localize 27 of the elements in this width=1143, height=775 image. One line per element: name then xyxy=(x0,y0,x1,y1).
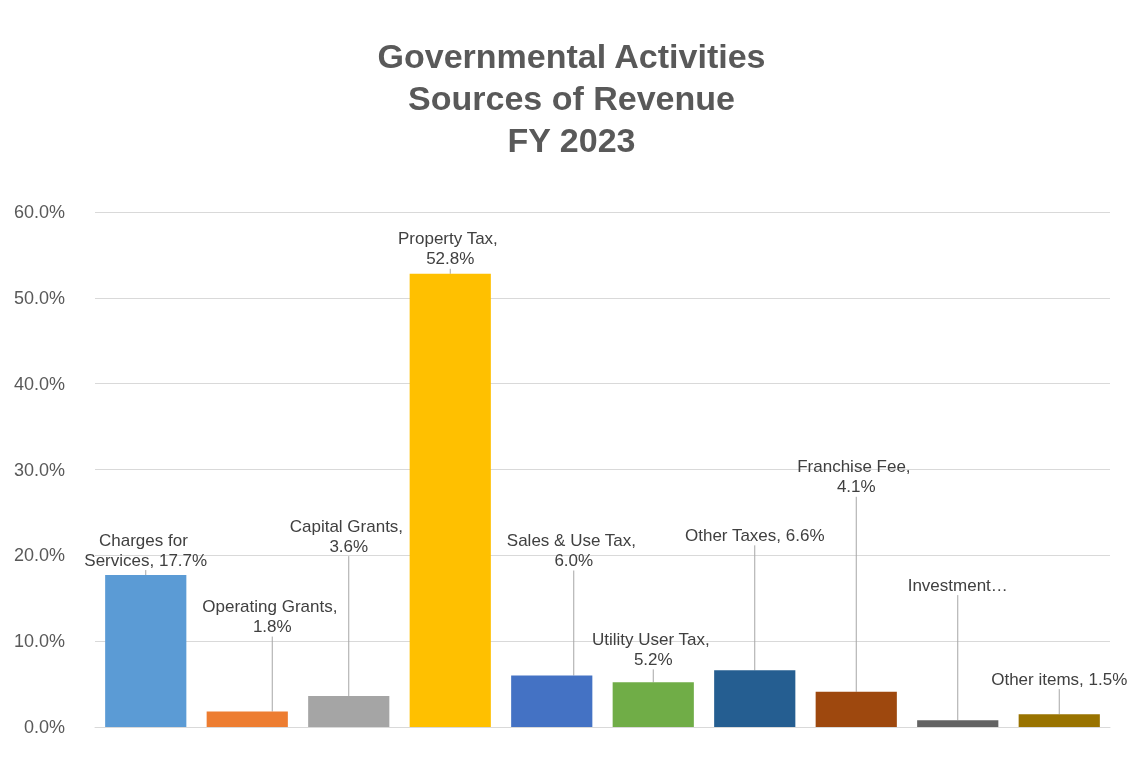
bar xyxy=(714,670,796,727)
bar xyxy=(206,711,288,727)
data-label: Operating Grants, 1.8% xyxy=(202,597,343,637)
data-label: Utility User Tax, 5.2% xyxy=(592,629,715,669)
bar xyxy=(1018,714,1100,727)
bar xyxy=(511,675,593,727)
y-tick-label: 50.0% xyxy=(13,287,65,308)
chart-title: Governmental Activities Sources of Revenue FY 2023 xyxy=(377,37,766,159)
data-label: Other items, 1.5% xyxy=(991,669,1128,689)
data-label: Charges for Services, 17.7% xyxy=(84,530,208,570)
y-tick-label: 30.0% xyxy=(13,459,65,480)
y-tick-label: 20.0% xyxy=(13,545,65,566)
bar xyxy=(409,273,491,727)
y-tick-label: 60.0% xyxy=(13,202,65,222)
data-label: Sales & Use Tax, 6.0% xyxy=(506,531,641,570)
data-label: Franchise Fee, 4.1% xyxy=(797,457,916,497)
bar xyxy=(105,575,187,727)
data-label: Other Taxes, 6.6% xyxy=(684,525,825,545)
bar xyxy=(815,691,897,727)
bar xyxy=(612,682,694,727)
y-tick-label: 0.0% xyxy=(23,717,65,737)
y-tick-label: 10.0% xyxy=(13,631,65,652)
data-label: Property Tax, 52.8% xyxy=(397,229,503,269)
y-tick-label: 40.0% xyxy=(13,373,65,394)
bar xyxy=(917,720,999,727)
data-label: Investment… xyxy=(907,575,1008,595)
data-label: Capital Grants, 3.6% xyxy=(289,516,408,556)
